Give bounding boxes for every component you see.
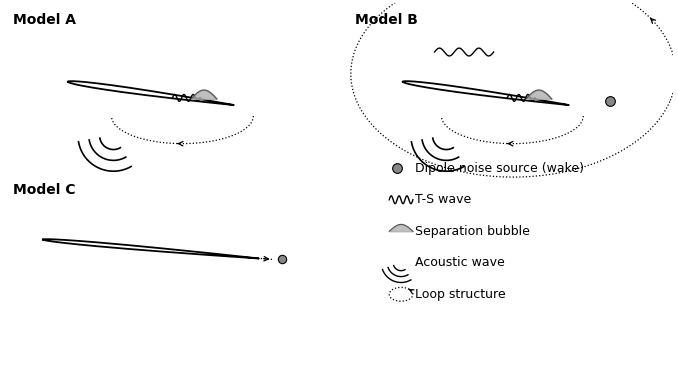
Text: Model A: Model A [13, 13, 76, 26]
Text: Acoustic wave: Acoustic wave [415, 256, 504, 269]
Text: Model B: Model B [355, 13, 418, 26]
Text: Separation bubble: Separation bubble [415, 225, 530, 238]
Text: Loop structure: Loop structure [415, 288, 506, 301]
Text: Dipole noise source (wake): Dipole noise source (wake) [415, 162, 584, 175]
Text: Model C: Model C [13, 183, 75, 197]
Text: T-S wave: T-S wave [415, 193, 471, 206]
